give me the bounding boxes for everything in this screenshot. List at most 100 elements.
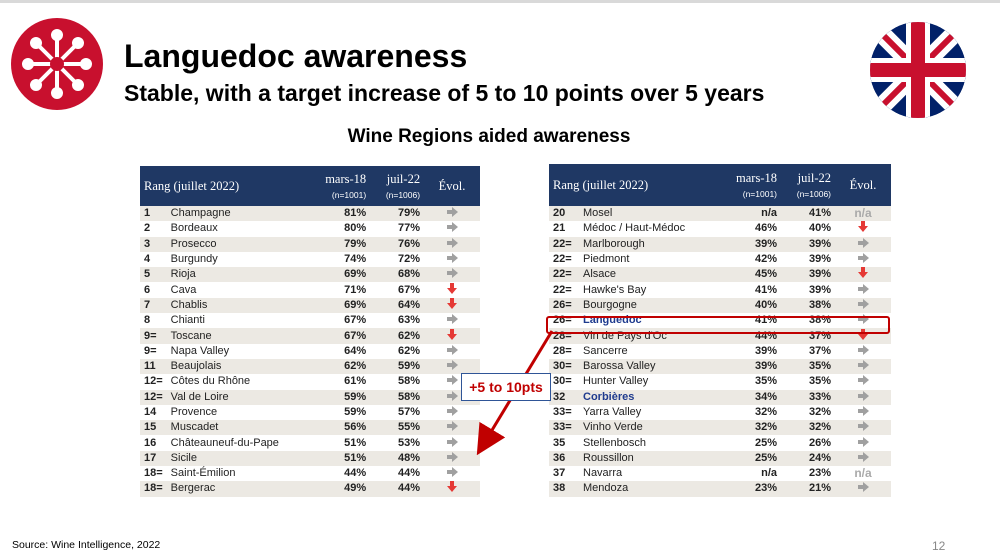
- table-row: 4 Burgundy 74% 72%: [140, 251, 480, 268]
- arrow-right-icon: [835, 481, 891, 497]
- arrow-right-icon: [424, 251, 480, 268]
- jul22-value: 64%: [370, 297, 425, 314]
- region-name: Barossa Valley: [579, 358, 719, 375]
- page-subtitle: Stable, with a target increase of 5 to 1…: [124, 80, 765, 106]
- jul22-value: 21%: [781, 481, 835, 497]
- mar18-value: 25%: [719, 450, 781, 467]
- mar18-value: 35%: [719, 374, 781, 390]
- jul22-value: 39%: [781, 267, 835, 283]
- rank-cell: 9=: [140, 343, 167, 359]
- rank-cell: 3: [140, 236, 167, 252]
- rank-cell: 22=: [549, 282, 579, 298]
- table-row: 16 Châteauneuf-du-Pape 51% 53%: [140, 435, 480, 451]
- jul22-value: 32%: [781, 420, 835, 436]
- header-jul22: juil-22 (n=1006): [781, 164, 835, 206]
- arrow-right-icon: [424, 358, 480, 375]
- region-name: Alsace: [579, 267, 719, 283]
- region-name: Vinho Verde: [579, 420, 719, 436]
- region-name: Côtes du Rhône: [166, 374, 309, 390]
- jul22-value: 39%: [781, 236, 835, 252]
- region-name: Roussillon: [579, 450, 719, 467]
- source-note: Source: Wine Intelligence, 2022: [12, 539, 161, 551]
- arrow-right-icon: [424, 206, 480, 222]
- mar18-value: 46%: [719, 221, 781, 237]
- arrow-right-icon: [424, 435, 480, 451]
- rank-cell: 7: [140, 297, 167, 314]
- rank-cell: 18=: [140, 466, 167, 482]
- table-row: 35 Stellenbosch 25% 26%: [549, 435, 891, 451]
- arrow-right-icon: [835, 343, 891, 359]
- header-evol: Évol.: [835, 164, 891, 206]
- table-row: 30= Barossa Valley 39% 35%: [549, 358, 891, 375]
- jul22-value: 72%: [370, 251, 425, 268]
- rank-cell: 22=: [549, 236, 579, 252]
- jul22-value: 48%: [370, 450, 425, 467]
- jul22-value: 76%: [370, 236, 425, 252]
- table-title: Wine Regions aided awareness: [347, 126, 631, 147]
- mar18-value: 69%: [308, 297, 371, 314]
- mar18-value: 25%: [719, 435, 781, 451]
- rank-cell: 28=: [549, 343, 579, 359]
- page-number: 12: [932, 539, 946, 553]
- evol-na: n/a: [835, 206, 891, 222]
- jul22-value: 58%: [370, 374, 425, 390]
- jul22-value: 68%: [370, 267, 425, 283]
- table-row: 21 Médoc / Haut-Médoc 46% 40%: [549, 221, 891, 237]
- region-name: Châteauneuf-du-Pape: [166, 435, 309, 451]
- arrow-right-icon: [835, 236, 891, 252]
- table-row: 5 Rioja 69% 68%: [140, 267, 480, 283]
- jul22-value: 53%: [370, 435, 425, 451]
- mar18-value: 67%: [308, 313, 371, 329]
- page-title: Languedoc awareness: [124, 38, 468, 74]
- region-name: Bergerac: [166, 481, 309, 497]
- right-ranking-table: Rang (juillet 2022) mars-18 (n=1001) juil…: [549, 164, 891, 497]
- occitan-cross-icon: [11, 18, 103, 110]
- arrow-down-icon: [424, 481, 480, 497]
- arrow-right-icon: [835, 435, 891, 451]
- mar18-value: 51%: [308, 450, 371, 467]
- jul22-value: 33%: [781, 389, 835, 405]
- region-name: Bordeaux: [166, 221, 309, 237]
- rank-cell: 1: [140, 206, 167, 222]
- table-header: Rang (juillet 2022) mars-18 (n=1001) juil…: [140, 166, 480, 206]
- jul22-value: 67%: [370, 282, 425, 298]
- arrow-right-icon: [835, 282, 891, 298]
- table-row: 15 Muscadet 56% 55%: [140, 420, 480, 436]
- region-name: Rioja: [166, 267, 309, 283]
- mar18-value: 41%: [719, 282, 781, 298]
- rank-cell: 12=: [140, 374, 167, 390]
- arrow-right-icon: [835, 450, 891, 467]
- jul22-value: 63%: [370, 313, 425, 329]
- rank-cell: 32: [549, 389, 579, 405]
- mar18-value: 71%: [308, 282, 371, 298]
- mar18-value: 44%: [308, 466, 371, 482]
- region-name: Mosel: [579, 206, 719, 222]
- table-row: 14 Provence 59% 57%: [140, 404, 480, 421]
- arrow-right-icon: [835, 389, 891, 405]
- table-header: Rang (juillet 2022) mars-18 (n=1001) juil…: [549, 164, 891, 206]
- mar18-value: 67%: [308, 328, 371, 344]
- table-row: 20 Mosel n/a 41% n/a: [549, 206, 891, 222]
- table-row: 1 Champagne 81% 79%: [140, 206, 480, 222]
- mar18-value: 61%: [308, 374, 371, 390]
- jul22-value: 57%: [370, 404, 425, 421]
- rank-cell: 22=: [549, 267, 579, 283]
- rank-cell: 38: [549, 481, 579, 497]
- mar18-value: 59%: [308, 404, 371, 421]
- region-name: Provence: [166, 404, 309, 421]
- rank-cell: 12=: [140, 389, 167, 405]
- region-name: Hunter Valley: [579, 374, 719, 390]
- region-name: Chablis: [166, 297, 309, 314]
- arrow-down-icon: [424, 297, 480, 314]
- header-rank: Rang (juillet 2022): [549, 164, 719, 206]
- rank-cell: 8: [140, 313, 167, 329]
- rank-cell: 17: [140, 450, 167, 467]
- jul22-value: 44%: [370, 481, 425, 497]
- mar18-value: 81%: [308, 206, 371, 222]
- region-name: Burgundy: [166, 251, 309, 268]
- table-row: 18= Bergerac 49% 44%: [140, 481, 480, 497]
- region-name: Bourgogne: [579, 297, 719, 314]
- arrow-right-icon: [835, 374, 891, 390]
- header-rank: Rang (juillet 2022): [140, 166, 309, 206]
- table-row: 9= Napa Valley 64% 62%: [140, 343, 480, 359]
